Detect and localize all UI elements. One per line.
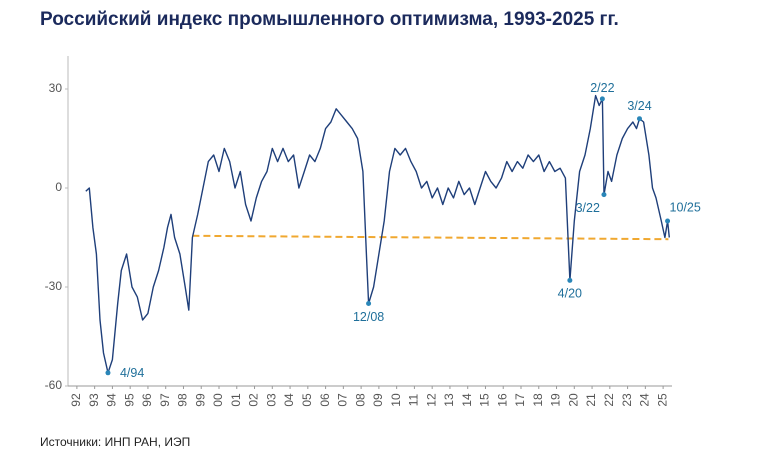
x-tick-label: 03	[264, 393, 278, 407]
x-tick-label: 98	[176, 393, 190, 407]
x-tick-label: 00	[211, 393, 225, 407]
x-tick-label: 02	[247, 393, 261, 407]
x-tick-label: 08	[353, 393, 367, 407]
x-tick-label: 95	[122, 393, 136, 407]
x-tick-label: 05	[300, 393, 314, 407]
annotation-label: 12/08	[353, 310, 384, 324]
annotation-dot	[665, 218, 671, 224]
x-tick-label: 22	[602, 393, 616, 407]
x-tick-label: 12	[424, 393, 438, 407]
annotation-dot	[601, 192, 607, 198]
x-tick-label: 01	[229, 393, 243, 407]
x-tick-label: 24	[638, 393, 652, 407]
annotation-dot	[599, 96, 605, 102]
annotation-label: 4/94	[120, 366, 144, 380]
x-tick-label: 17	[513, 393, 527, 407]
x-tick-label: 25	[655, 393, 669, 407]
trend-line	[192, 234, 669, 241]
y-tick-label: 30	[49, 81, 63, 95]
x-tick-label: 10	[389, 393, 403, 407]
x-tick-label: 09	[371, 393, 385, 407]
x-tick-label: 21	[584, 393, 598, 407]
annotation-dot	[567, 277, 573, 283]
x-tick-label: 13	[442, 393, 456, 407]
x-tick-label: 99	[193, 393, 207, 407]
annotation-label: 3/22	[576, 201, 600, 215]
x-tick-label: 06	[318, 393, 332, 407]
x-tick-label: 93	[87, 393, 101, 407]
y-tick-label: -60	[45, 378, 63, 392]
chart-title: Российский индекс промышленного оптимизм…	[40, 9, 619, 30]
x-tick-label: 96	[140, 393, 154, 407]
source-note: Источники: ИНП РАН, ИЭП	[40, 435, 190, 449]
x-tick-label: 15	[478, 393, 492, 407]
x-tick-label: 07	[336, 393, 350, 407]
annotation-label: 2/22	[590, 81, 614, 95]
x-tick-label: 18	[531, 393, 545, 407]
x-tick-label: 14	[460, 393, 474, 407]
x-tick-label: 04	[282, 393, 296, 407]
y-tick-label: -30	[45, 279, 63, 293]
annotation-dot	[366, 301, 372, 306]
y-tick-label: 0	[55, 180, 62, 194]
annotation-dot	[105, 370, 111, 376]
annotation-label: 10/25	[670, 200, 701, 214]
annotation-label: 3/24	[627, 99, 651, 113]
x-tick-label: 92	[69, 393, 83, 407]
x-tick-label: 23	[620, 393, 634, 407]
x-tick-label: 97	[158, 393, 172, 407]
x-tick-label: 94	[105, 393, 119, 407]
annotation-dot	[636, 116, 642, 122]
x-tick-label: 20	[566, 393, 580, 407]
x-tick-label: 16	[495, 393, 509, 407]
x-tick-label: 11	[407, 393, 421, 406]
annotation-label: 4/20	[558, 287, 582, 301]
series-line	[85, 94, 670, 374]
x-tick-label: 19	[549, 393, 563, 407]
